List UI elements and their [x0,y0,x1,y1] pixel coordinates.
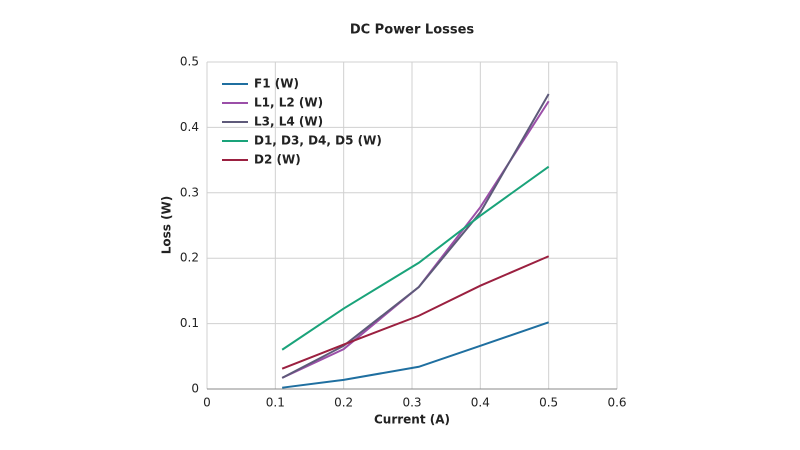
x-tick-label: 0.5 [539,396,558,410]
y-axis-title: Loss (W) [160,196,174,255]
y-tick-label: 0.3 [180,185,199,199]
x-axis-title: Current (A) [374,413,450,427]
legend-label: L1, L2 (W) [254,96,323,110]
series-line [281,93,550,379]
x-tick-label: 0.2 [334,396,353,410]
legend-label: L3, L4 (W) [254,115,323,129]
y-tick-label: 0.1 [180,316,199,330]
y-tick-label: 0.5 [180,55,199,69]
y-tick-label: 0 [191,382,199,396]
chart-title: DC Power Losses [350,23,475,38]
series-line [281,255,550,370]
x-tick-label: 0 [203,396,211,410]
x-tick-label: 0.4 [471,396,490,410]
series-line [282,321,549,389]
legend-label: D1, D3, D4, D5 (W) [254,134,382,148]
x-tick-label: 0.1 [266,396,285,410]
series-line [281,165,550,351]
y-tick-label: 0.2 [180,251,199,265]
legend: F1 (W) L1, L2 (W) L3, L4 (W) D1, D3, D4, D5… [222,77,382,167]
y-tick-label: 0.4 [180,120,199,134]
x-tick-label: 0.3 [402,396,421,410]
legend-label: F1 (W) [254,77,299,91]
legend-label: D2 (W) [254,153,301,167]
x-tick-label: 0.6 [607,396,626,410]
